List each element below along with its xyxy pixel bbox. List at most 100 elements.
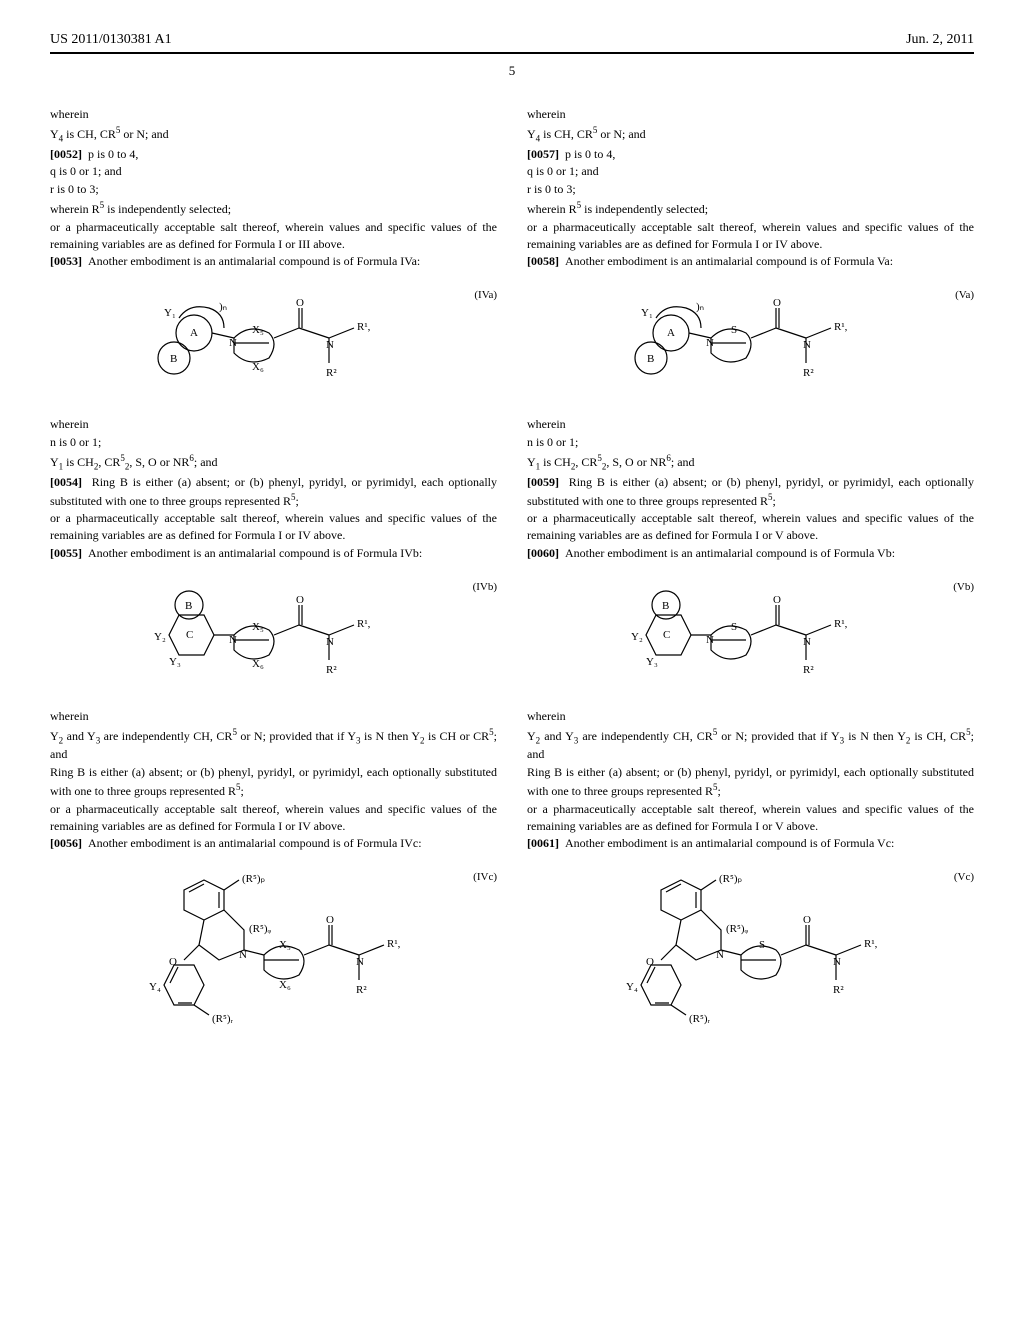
para-text: Another embodiment is an antimalarial co… — [565, 836, 894, 850]
text-line: or a pharmaceutically acceptable salt th… — [527, 219, 974, 253]
lbl: B — [662, 600, 669, 612]
lbl: Y₄ — [626, 981, 638, 993]
lbl: N — [239, 949, 247, 961]
text-line: wherein R5 is independently selected; — [50, 199, 497, 218]
lbl: N — [706, 634, 714, 646]
para-text: Ring B is either (a) absent; or (b) phen… — [527, 475, 974, 508]
para-text: p is 0 to 4, — [565, 147, 615, 161]
lbl: N — [356, 956, 364, 968]
para-num: [0059] — [527, 475, 559, 489]
lbl: O — [169, 956, 177, 968]
text-line: r is 0 to 3; — [50, 181, 497, 198]
lbl: Y₂ — [631, 631, 643, 643]
two-column-layout: wherein Y4 is CH, CR5 or N; and [0052] p… — [50, 105, 974, 1058]
paragraph: [0060] Another embodiment is an antimala… — [527, 545, 974, 562]
lbl: (R⁵)ₚ — [719, 873, 742, 885]
lbl: (R⁵)ᵩ — [726, 923, 748, 935]
text-line: wherein R5 is independently selected; — [527, 199, 974, 218]
lbl: N — [803, 339, 811, 351]
paragraph: [0058] Another embodiment is an antimala… — [527, 253, 974, 270]
paragraph: [0061] Another embodiment is an antimala… — [527, 835, 974, 852]
text-line: or a pharmaceutically acceptable salt th… — [50, 801, 497, 835]
text-line: Y2 and Y3 are independently CH, CR5 or N… — [50, 726, 497, 764]
text-line: n is 0 or 1; — [50, 434, 497, 451]
lbl: N — [229, 337, 237, 349]
para-text: Another embodiment is an antimalarial co… — [565, 254, 893, 268]
text-line: wherein — [527, 708, 974, 725]
lbl: R² — [356, 984, 367, 996]
paragraph: [0056] Another embodiment is an antimala… — [50, 835, 497, 852]
lbl: (R⁵)ᵣ — [212, 1013, 233, 1025]
paragraph: [0054] Ring B is either (a) absent; or (… — [50, 474, 497, 510]
text-line: Y4 is CH, CR5 or N; and — [50, 124, 497, 145]
formula-label: (Vc) — [954, 870, 974, 885]
para-text: Another embodiment is an antimalarial co… — [88, 254, 420, 268]
lbl: R¹, — [864, 938, 878, 950]
para-num: [0053] — [50, 254, 82, 268]
lbl: R² — [833, 984, 844, 996]
lbl: R² — [803, 664, 814, 676]
para-num: [0060] — [527, 546, 559, 560]
text-line: Ring B is either (a) absent; or (b) phen… — [527, 764, 974, 800]
lbl: N — [326, 339, 334, 351]
lbl: R¹, — [387, 938, 401, 950]
paragraph: [0059] Ring B is either (a) absent; or (… — [527, 474, 974, 510]
formula-IVb-structure: B C Y₂ Y₃ N X₅ X₆ O N R¹, R² — [134, 580, 414, 690]
lbl: X₆ — [252, 361, 264, 373]
lbl: O — [296, 297, 304, 309]
text-line: wherein — [50, 708, 497, 725]
para-num: [0061] — [527, 836, 559, 850]
formula-label: (IVb) — [473, 580, 497, 595]
para-text: Ring B is either (a) absent; or (b) phen… — [50, 475, 497, 508]
text-line: r is 0 to 3; — [527, 181, 974, 198]
text-line: Y1 is CH2, CR52, S, O or NR6; and — [527, 452, 974, 473]
formula-label: (IVc) — [473, 870, 497, 885]
lbl: (R⁵)ᵩ — [249, 923, 271, 935]
para-num: [0052] — [50, 147, 82, 161]
lbl: (R⁵)ᵣ — [689, 1013, 710, 1025]
text-line: or a pharmaceutically acceptable salt th… — [527, 510, 974, 544]
formula-IVc-structure: (R⁵)ₚ (R⁵)ᵩ (R⁵)ᵣ O Y₄ N X₅ X₆ O N R¹, R… — [124, 870, 424, 1040]
page-header: US 2011/0130381 A1 Jun. 2, 2011 — [50, 30, 974, 50]
text-line: wherein — [50, 416, 497, 433]
formula-Va-structure: Y₁ A B )ₙ N S O N R¹, R² — [611, 288, 891, 398]
para-text: Another embodiment is an antimalarial co… — [565, 546, 895, 560]
para-text: Another embodiment is an antimalarial co… — [88, 546, 422, 560]
lbl: )ₙ — [696, 301, 704, 313]
formula-Vc: (Vc) — [527, 870, 974, 1040]
lbl: N — [716, 949, 724, 961]
lbl: S — [731, 324, 737, 336]
lbl: N — [326, 636, 334, 648]
lbl: O — [326, 914, 334, 926]
lbl: X₅ — [252, 621, 264, 633]
para-num: [0054] — [50, 475, 82, 489]
formula-IVc: (IVc) — [50, 870, 497, 1040]
formula-label: (IVa) — [474, 288, 497, 303]
text-line: q is 0 or 1; and — [527, 163, 974, 180]
para-num: [0055] — [50, 546, 82, 560]
lbl: O — [296, 594, 304, 606]
paragraph: [0052] p is 0 to 4, — [50, 146, 497, 163]
text-line: or a pharmaceutically acceptable salt th… — [50, 219, 497, 253]
lbl: N — [833, 956, 841, 968]
lbl: (R⁵)ₚ — [242, 873, 265, 885]
lbl: C — [186, 629, 193, 641]
lbl: R¹, — [834, 321, 848, 333]
text-line: Ring B is either (a) absent; or (b) phen… — [50, 764, 497, 800]
lbl: N — [706, 337, 714, 349]
lbl: B — [185, 600, 192, 612]
lbl: Y₁ — [164, 307, 176, 319]
lbl: B — [647, 353, 654, 365]
para-num: [0056] — [50, 836, 82, 850]
page-number: 5 — [50, 62, 974, 80]
lbl: X₅ — [252, 324, 264, 336]
formula-Vc-structure: (R⁵)ₚ (R⁵)ᵩ (R⁵)ᵣ O Y₄ N S O N R¹, R² — [601, 870, 901, 1040]
lbl: R² — [326, 664, 337, 676]
para-num: [0057] — [527, 147, 559, 161]
lbl: B — [170, 353, 177, 365]
lbl: X₆ — [252, 658, 264, 670]
lbl: N — [229, 634, 237, 646]
left-column: wherein Y4 is CH, CR5 or N; and [0052] p… — [50, 105, 497, 1058]
formula-label: (Va) — [955, 288, 974, 303]
lbl: O — [803, 914, 811, 926]
